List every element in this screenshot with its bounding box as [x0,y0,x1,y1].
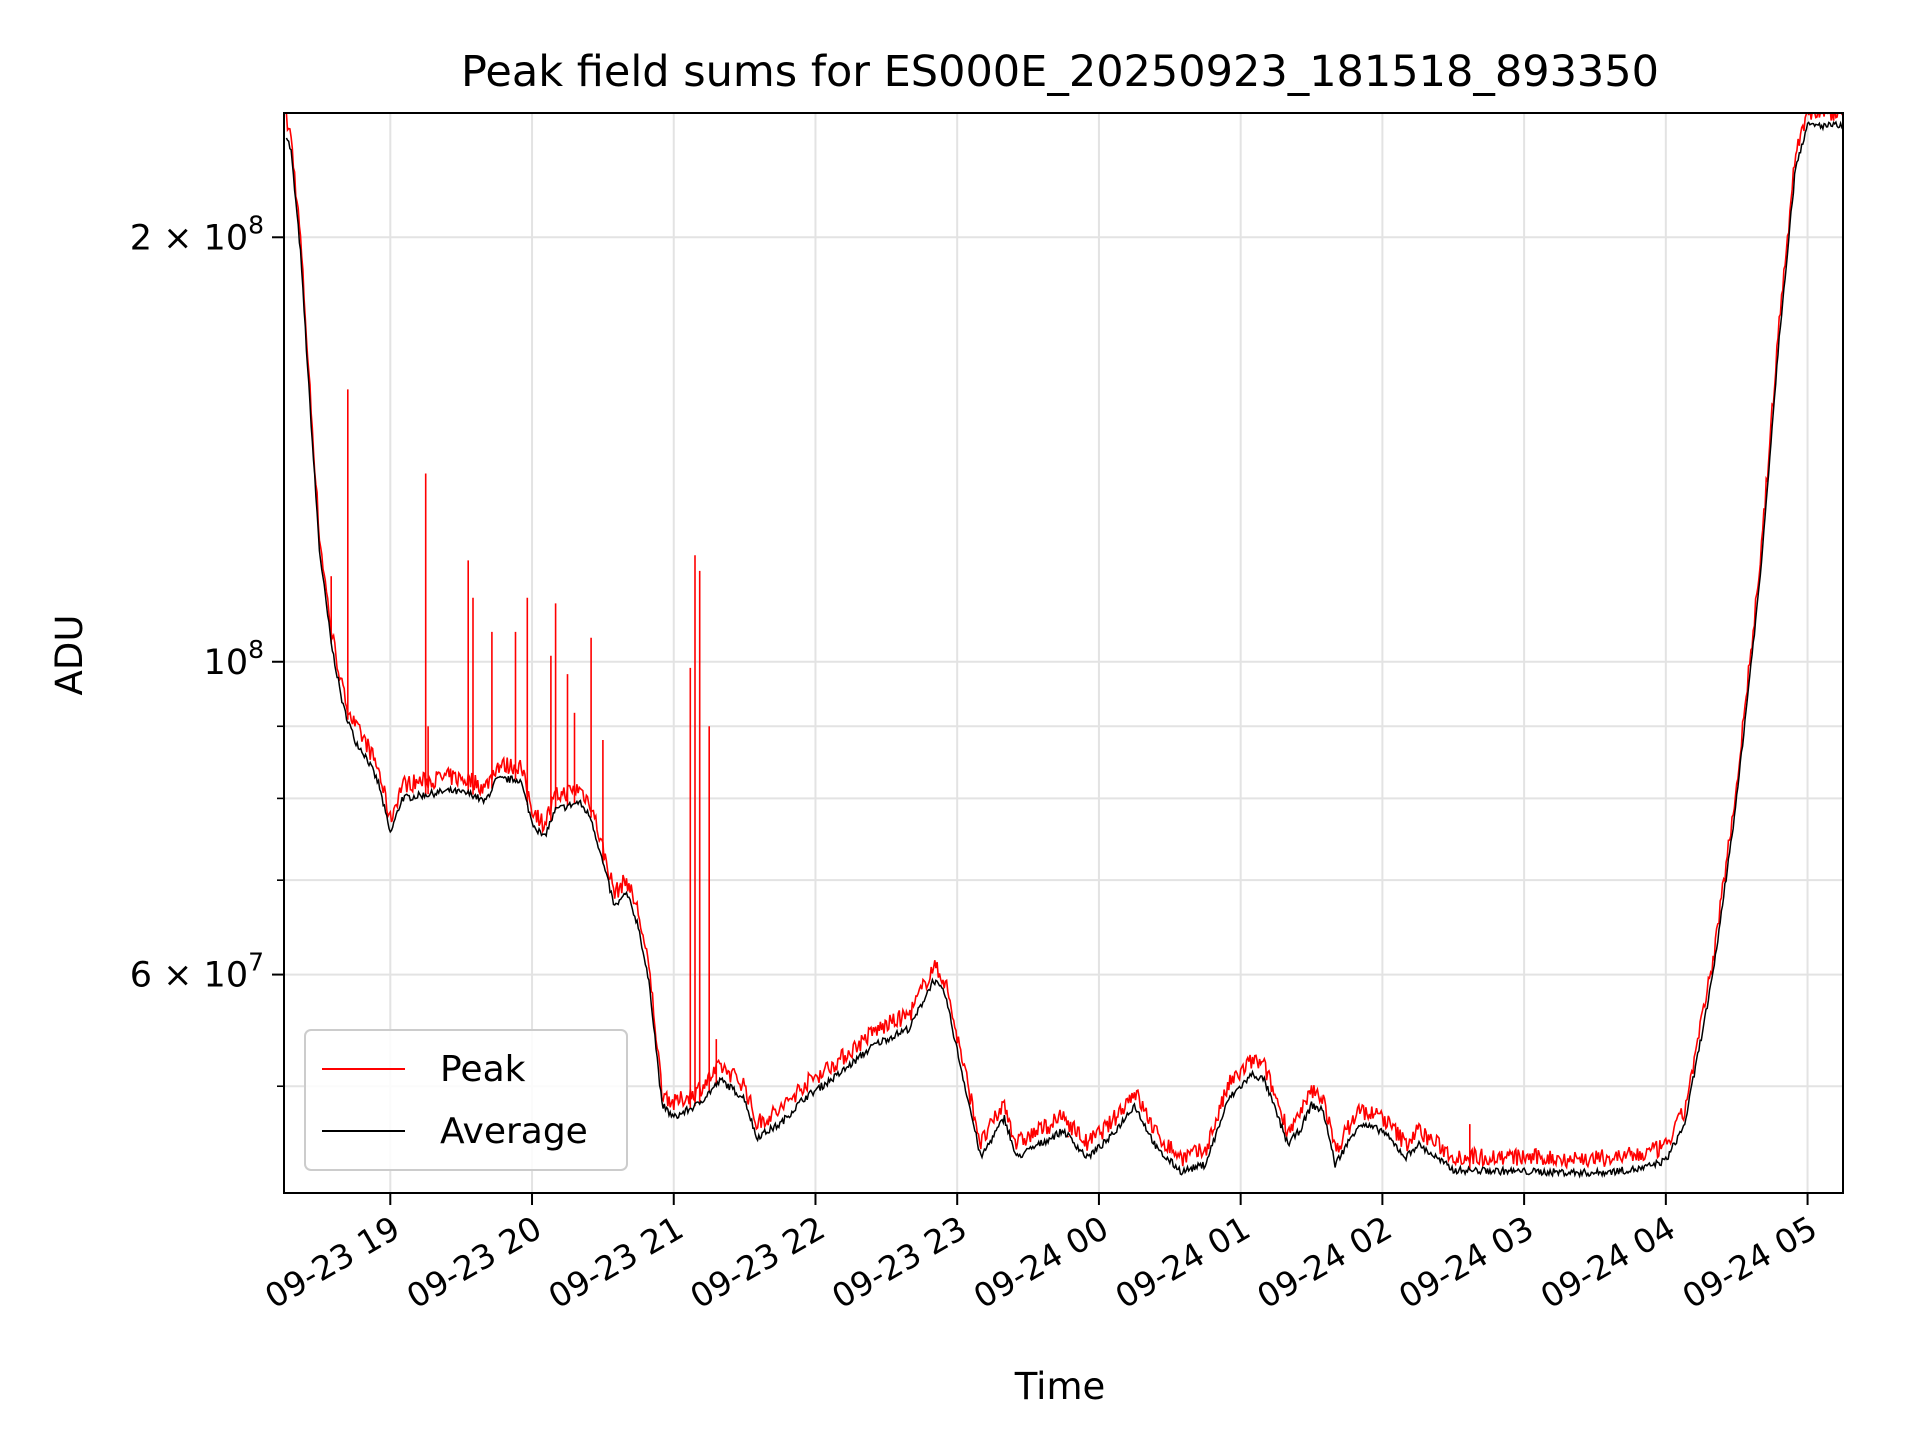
y-tick-label: 2 × 108 [130,210,264,258]
plot-frame [283,112,1844,1194]
legend-label-average: Average [440,1111,588,1152]
y-tick-label: 6 × 107 [130,948,264,996]
x-axis-label: Time [1014,1365,1106,1408]
y-axis-ticks: 6 × 107 108 2 × 108 [130,210,284,1088]
legend-label-peak: Peak [440,1049,526,1090]
y-tick-label: 108 [204,635,264,683]
legend-box [304,1029,628,1171]
legend: Peak Average [304,1029,628,1171]
grid [284,113,1843,1193]
chart-title: Peak field sums for ES000E_20250923_1815… [461,47,1659,97]
y-axis-label: ADU [48,615,91,696]
peak-series-line [285,113,1843,1170]
series-layer [285,113,1843,1179]
average-series-line [285,120,1843,1179]
